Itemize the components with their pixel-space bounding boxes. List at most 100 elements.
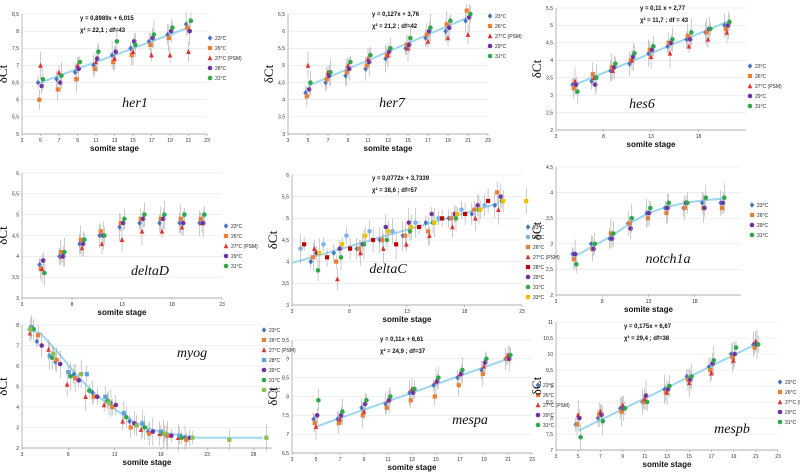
legend-entry: 26°C [785,390,797,396]
data-point [79,372,84,377]
legend-entry: 23°C [231,224,243,230]
legend-entry: 31°C [533,285,545,291]
data-point [315,268,321,273]
data-point [386,229,391,234]
data-point [160,216,166,222]
data-point [436,375,441,380]
y-tick-label: 3,5 [12,275,19,281]
y-tick-label: 5 [282,63,285,69]
data-point [777,399,783,405]
regression-line [291,202,500,264]
x-tick-label: 19 [167,138,173,144]
data-point [487,53,493,59]
legend-entry: 31°C [495,54,507,60]
data-point [120,418,125,424]
data-point [354,245,360,252]
data-point [403,233,408,238]
data-point [331,250,337,256]
data-point [122,216,127,222]
data-point [363,233,368,238]
data-point [463,211,468,217]
data-point [478,207,483,212]
y-tick-label: 6 [16,364,19,370]
x-axis-label: somite stage [643,460,692,469]
data-point [689,30,694,35]
y-tick-label: 3 [286,303,289,309]
data-point [198,216,203,221]
series-26-c [37,21,190,110]
data-point [39,83,44,89]
data-point [312,245,317,251]
series-33-c [317,188,529,268]
data-point [94,394,100,400]
y-tick-label: 9 [550,384,553,390]
x-axis-label: somite stage [624,305,673,314]
series-26-c [36,324,189,450]
data-point [632,51,637,56]
data-point [298,246,303,251]
data-point [380,237,385,243]
data-point [595,415,601,421]
data-point [480,371,485,376]
y-tick-label: 2 [16,446,19,452]
data-point [358,250,363,256]
regression-equation: y = 0,175x + 6,67 [624,324,672,330]
data-point [367,229,372,234]
series-23-c [35,12,189,90]
data-point [83,393,88,400]
data-point [98,229,103,234]
y-tick-label: 2,5 [546,110,553,116]
data-point [261,347,267,353]
data-point [708,26,713,32]
data-point [162,212,167,217]
x-tick-label: 3 [291,309,294,315]
series-31-c [42,200,207,286]
x-tick-label: 15 [130,138,136,144]
data-point [227,437,232,442]
y-tick-label: 3 [550,242,553,248]
data-point [361,242,367,247]
data-point [711,358,717,363]
data-point [495,190,500,195]
data-point [162,431,167,436]
data-point [80,241,86,247]
data-point [747,103,753,109]
data-point [456,383,461,388]
data-point [261,367,267,373]
x-tick-label: 18 [692,299,698,305]
legend-entry: 27°C (PSM) [269,348,296,354]
data-point [57,80,63,85]
data-point [573,82,579,87]
regression-equation: y = 0,11x + 6,61 [380,337,424,343]
legend-entry: 29°C [755,94,767,100]
data-point [684,36,689,43]
data-point [102,233,107,238]
data-point [747,73,753,79]
legend-entry: 23°C [495,14,507,20]
y-tick-label: 6,5 [282,451,289,457]
y-tick-label: 6 [282,29,285,35]
x-tick-label: 3 [21,452,24,458]
data-point [689,374,694,379]
data-point [223,253,229,259]
data-point [113,402,119,408]
y-axis-label: δCt [0,226,10,245]
x-axis-label: somite stage [383,315,432,324]
y-axis-label: δCt [265,230,280,249]
data-point [535,412,541,418]
data-point [35,79,41,86]
data-point [114,39,120,44]
data-point [92,66,97,71]
data-point [170,25,175,31]
y-tick-label: 8 [16,29,19,35]
data-point [77,59,83,65]
data-point [76,378,82,383]
x-tick-label: 3 [21,302,24,308]
data-point [344,70,349,75]
data-point [207,35,213,41]
data-point [445,35,451,41]
data-point [82,237,87,242]
y-tick-label: 4 [286,259,289,265]
data-point [325,255,330,260]
